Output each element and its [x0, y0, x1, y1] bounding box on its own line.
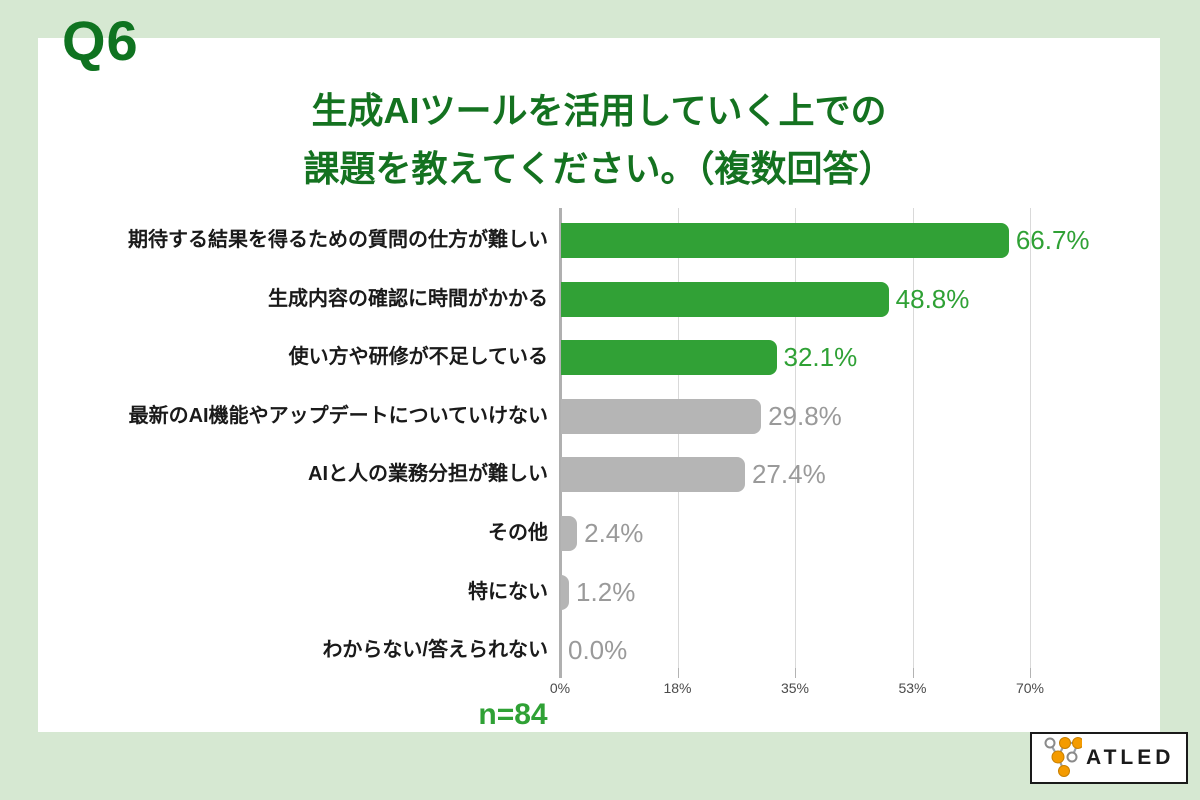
value-label: 29.8% — [768, 401, 842, 431]
gridline — [677, 208, 679, 668]
bar — [561, 282, 889, 317]
axis-tick — [1030, 668, 1031, 678]
question-number: Q6 — [62, 9, 139, 72]
value-label: 1.2% — [576, 577, 636, 607]
axis-tick — [795, 668, 796, 678]
category-label: 使い方や研修が不足している — [288, 346, 548, 368]
chart-title-line1: 生成AIツールを活用していく上での — [311, 90, 887, 131]
gridline — [912, 208, 914, 668]
value-label: 66.7% — [1015, 225, 1090, 255]
category-label: わからない/答えられない — [322, 639, 548, 661]
category-label: 期待する結果を得るための質問の仕方が難しい — [128, 229, 548, 251]
bar — [561, 516, 578, 551]
atled-logo-mark-icon — [1040, 734, 1084, 783]
chart-title: 生成AIツールを活用していく上での 課題を教えてください。（複数回答） — [38, 82, 1160, 198]
bar — [561, 457, 745, 492]
sample-size: n=84 — [478, 698, 548, 731]
gridline — [795, 208, 796, 668]
value-label: 27.4% — [751, 459, 826, 489]
category-label: 最新のAI機能やアップデートについていけない — [128, 405, 548, 427]
y-axis-line — [558, 208, 562, 678]
axis-tick — [912, 668, 914, 678]
bar — [561, 340, 777, 375]
chart-card — [38, 38, 1160, 732]
category-label: AIと人の業務分担が難しい — [308, 463, 548, 485]
x-tick-label: 18% — [663, 680, 692, 696]
category-label: 生成内容の確認に時間がかかる — [268, 288, 548, 310]
x-tick-label: 70% — [1015, 680, 1045, 696]
value-label: 32.1% — [783, 342, 858, 372]
value-label: 0.0% — [568, 635, 628, 665]
bar — [561, 575, 570, 610]
gridline — [1030, 208, 1031, 668]
atled-logo-text: ATLED — [1086, 746, 1175, 769]
x-tick-label: 35% — [780, 680, 810, 696]
category-label: 特にない — [468, 581, 548, 603]
value-label: 48.8% — [895, 284, 970, 314]
axis-tick — [677, 668, 679, 678]
bar — [561, 223, 1009, 258]
bar — [561, 399, 762, 434]
atled-logo: ATLED — [1030, 732, 1188, 784]
x-tick-label: 53% — [898, 680, 927, 696]
chart-title-line2: 課題を教えてください。（複数回答） — [303, 148, 895, 189]
category-label: その他 — [488, 522, 548, 544]
x-tick-label: 0% — [549, 680, 571, 696]
value-label: 2.4% — [584, 518, 644, 548]
